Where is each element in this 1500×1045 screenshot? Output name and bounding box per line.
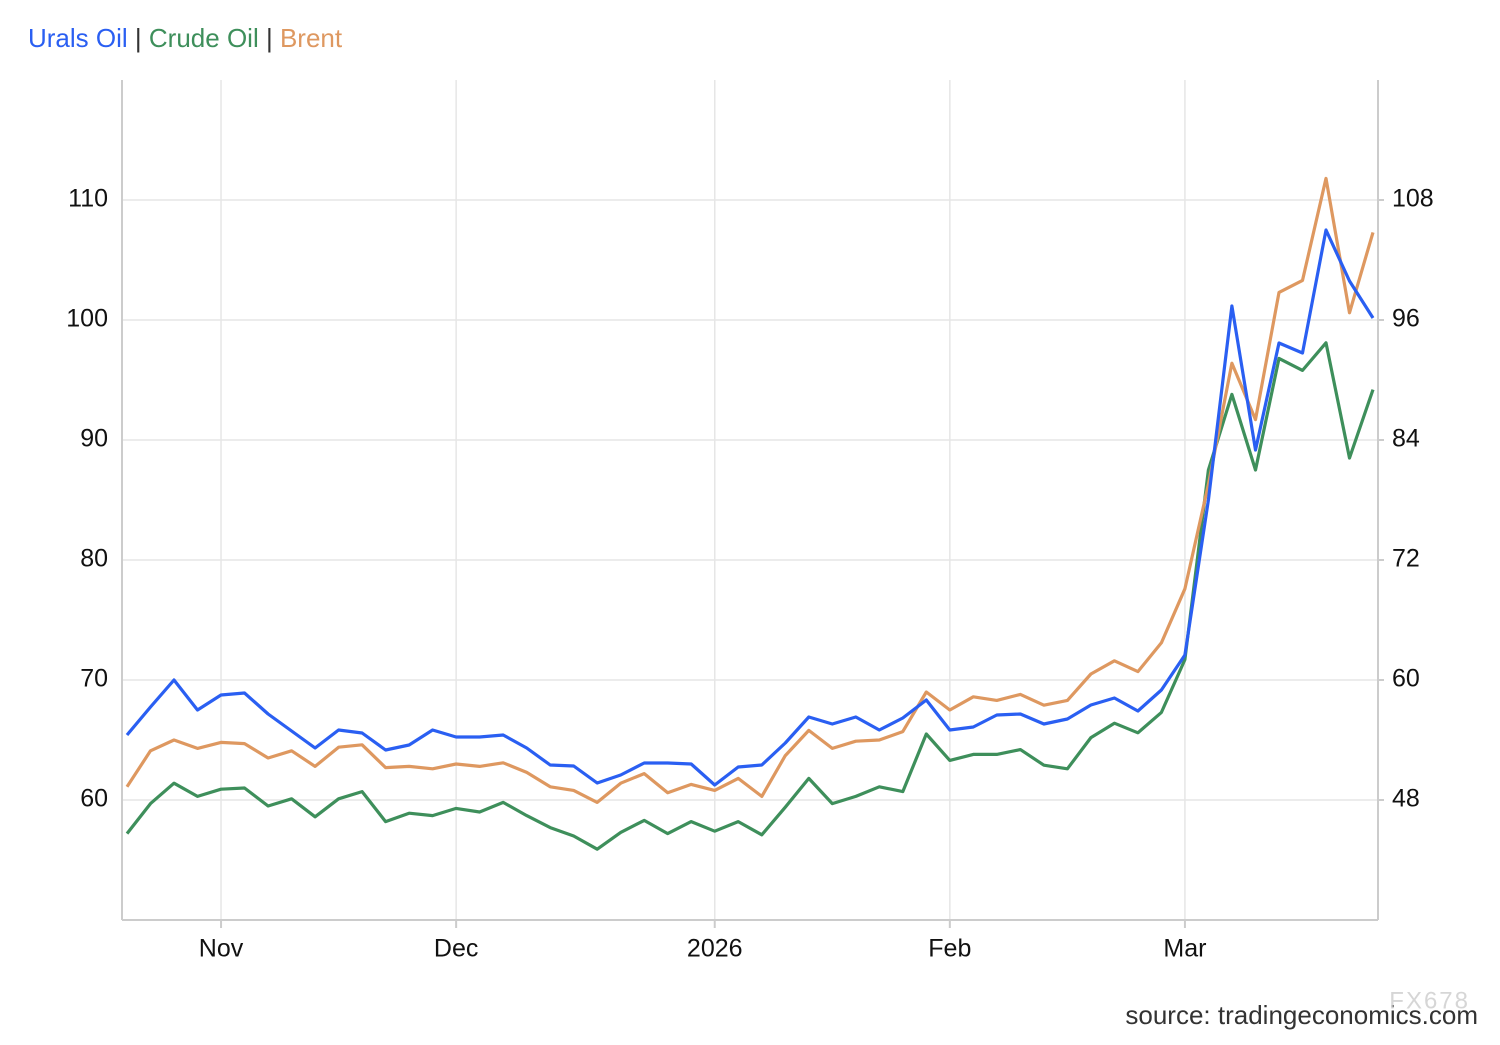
y-tick-label: 80 bbox=[80, 545, 108, 573]
x-tick-label: Mar bbox=[1163, 935, 1206, 963]
y-tick-label: 90 bbox=[80, 425, 108, 453]
y2-tick-label: 96 bbox=[1392, 305, 1420, 333]
y-tick-label: 110 bbox=[68, 185, 108, 213]
legend-separator: | bbox=[266, 23, 273, 53]
series-line bbox=[125, 176, 1375, 804]
y2-tick-label: 60 bbox=[1392, 665, 1420, 693]
y-tick-label: 70 bbox=[80, 665, 108, 693]
x-tick-label: Nov bbox=[199, 935, 244, 963]
y2-tick-label: 84 bbox=[1392, 425, 1420, 453]
y2-tick-label: 108 bbox=[1392, 185, 1434, 213]
y2-tick-label: 48 bbox=[1392, 785, 1420, 813]
source: source: tradingeconomics.com bbox=[1125, 1000, 1478, 1030]
legend-entry: Urals Oil bbox=[28, 23, 128, 53]
legend: Urals Oil | Crude Oil | Brent bbox=[28, 23, 343, 53]
x-tick-label: Feb bbox=[928, 935, 971, 963]
series-line bbox=[125, 341, 1375, 851]
legend-separator: | bbox=[135, 23, 142, 53]
watermark: FX678 bbox=[1389, 987, 1470, 1014]
y-tick-label: 60 bbox=[80, 785, 108, 813]
x-tick-label: Dec bbox=[434, 935, 478, 963]
y-tick-label: 100 bbox=[66, 305, 108, 333]
legend-entry: Brent bbox=[280, 23, 343, 53]
series-line bbox=[125, 228, 1375, 787]
y2-tick-label: 72 bbox=[1392, 545, 1420, 573]
legend-entry: Crude Oil bbox=[149, 23, 259, 53]
x-tick-label: 2026 bbox=[687, 935, 743, 963]
